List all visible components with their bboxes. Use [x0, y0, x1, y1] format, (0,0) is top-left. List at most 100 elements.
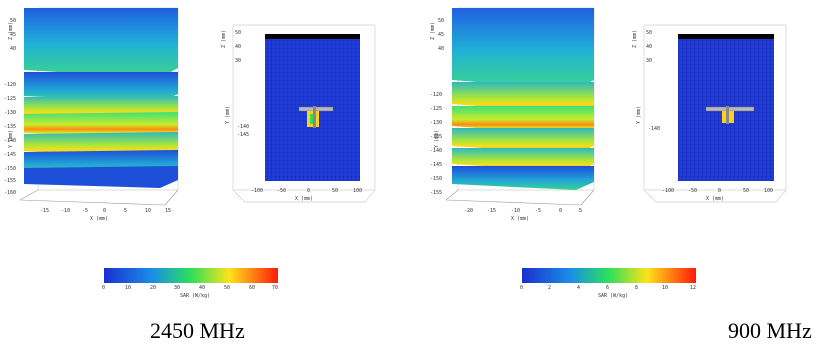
y-axis-ticks: 50 45 40 -120 -125 -130 -135 -140 -145 -…: [4, 18, 16, 196]
svg-text:-15: -15: [40, 208, 49, 214]
y-axis-label: Y (mm): [8, 130, 14, 148]
svg-text:-125: -125: [4, 96, 16, 102]
sar-slab-6: [452, 166, 594, 190]
svg-text:-145: -145: [4, 152, 16, 158]
svg-text:-140: -140: [4, 138, 16, 144]
svg-text:30: 30: [235, 58, 241, 64]
colorbar-tick: 30: [174, 285, 181, 291]
svg-text:-50: -50: [277, 188, 286, 194]
colorbar-tick: 2: [548, 285, 552, 291]
panel-900mhz: 50 45 40 -120 -125 -130 -135 -140 -145 -…: [416, 0, 832, 346]
svg-text:-135: -135: [430, 134, 442, 140]
svg-text:100: 100: [764, 188, 773, 194]
svg-text:50: 50: [743, 188, 749, 194]
colorbar-tick: 60: [249, 285, 256, 291]
svg-text:-160: -160: [4, 190, 16, 196]
panel-2450mhz: 50 45 40 -120 -125 -130 -135 -140 -145 -…: [4, 7, 376, 343]
frequency-caption: 2450 MHz: [150, 318, 245, 343]
frequency-caption: 900 MHz: [728, 318, 812, 343]
svg-text:-10: -10: [61, 208, 70, 214]
svg-text:45: 45: [438, 32, 444, 38]
svg-text:40: 40: [438, 46, 444, 52]
colorbar-tick: 0: [520, 285, 524, 291]
svg-text:-125: -125: [430, 106, 442, 112]
colorbar: [522, 268, 696, 286]
z-axis-label: Z (mm): [8, 22, 14, 40]
svg-text:5: 5: [124, 208, 127, 214]
sar-layers-3d-plot: 50 45 40 -120 -125 -130 -135 -140 -145 -…: [4, 7, 179, 222]
svg-text:-130: -130: [4, 110, 16, 116]
svg-text:-10: -10: [511, 208, 520, 214]
svg-text:-155: -155: [430, 190, 442, 196]
svg-text:50: 50: [332, 188, 338, 194]
svg-text:-15: -15: [487, 208, 496, 214]
box-z-axis-label: Z (mm): [632, 30, 638, 48]
colorbar-tick: 70: [272, 285, 279, 291]
svg-text:-50: -50: [688, 188, 697, 194]
svg-text:40: 40: [646, 44, 652, 50]
box-x-axis-label: X (mm): [706, 196, 724, 202]
svg-text:0: 0: [307, 188, 310, 194]
svg-text:-140: -140: [237, 124, 249, 130]
svg-text:-145: -145: [237, 132, 249, 138]
svg-text:0: 0: [103, 208, 106, 214]
svg-text:-135: -135: [4, 124, 16, 130]
svg-text:40: 40: [10, 46, 16, 52]
svg-text:30: 30: [646, 58, 652, 64]
sar-layers-3d-plot: 50 45 40 -120 -125 -130 -135 -140 -145 -…: [430, 7, 595, 222]
svg-text:50: 50: [646, 30, 652, 36]
box-y-axis-label: Y (mm): [225, 106, 231, 124]
phantom-box-3d-plot: 50 40 30 Z (mm) -140 Y (mm) -100 -50 0 5…: [632, 24, 787, 203]
colorbar-tick: 4: [577, 285, 581, 291]
svg-text:50: 50: [235, 30, 241, 36]
x-axis-label: X (mm): [511, 216, 529, 222]
box-z-axis-label: Z (mm): [221, 30, 227, 48]
svg-text:10: 10: [145, 208, 151, 214]
y-axis-label: Y (mm): [434, 130, 440, 148]
svg-text:-145: -145: [430, 162, 442, 168]
svg-text:-120: -120: [430, 92, 442, 98]
svg-text:-20: -20: [464, 208, 473, 214]
svg-text:-100: -100: [251, 188, 263, 194]
box-y-axis-label: Y (mm): [636, 106, 642, 124]
colorbar-tick: 50: [224, 285, 231, 291]
colorbar-label: SAR (W/kg): [598, 293, 629, 299]
svg-text:5: 5: [579, 208, 582, 214]
svg-text:100: 100: [353, 188, 362, 194]
svg-text:15: 15: [165, 208, 171, 214]
sar-slab-7: [24, 166, 178, 188]
svg-text:-100: -100: [662, 188, 674, 194]
svg-text:-150: -150: [430, 176, 442, 182]
antenna-element: [705, 106, 755, 112]
svg-text:-140: -140: [648, 126, 660, 132]
sar-slab-1: [452, 8, 594, 90]
svg-text:-5: -5: [535, 208, 541, 214]
svg-text:50: 50: [10, 18, 16, 24]
colorbar-tick: 6: [606, 285, 610, 291]
colorbar-tick: 40: [199, 285, 206, 291]
colorbar-tick: 20: [150, 285, 157, 291]
svg-text:45: 45: [10, 32, 16, 38]
sar-slab-4: [452, 128, 594, 154]
sar-slab-1: [24, 8, 178, 78]
svg-text:-150: -150: [4, 166, 16, 172]
z-axis-label: Z (mm): [430, 22, 436, 40]
colorbar-tick: 8: [635, 285, 639, 291]
colorbar-tick: 10: [125, 285, 132, 291]
svg-text:-155: -155: [4, 178, 16, 184]
colorbar-tick: 0: [102, 285, 106, 291]
svg-text:40: 40: [235, 44, 241, 50]
sar-slab-2: [24, 72, 178, 102]
colorbar-tick: 10: [662, 285, 669, 291]
svg-text:-140: -140: [430, 148, 442, 154]
svg-text:-5: -5: [82, 208, 88, 214]
colorbar-label: SAR (W/kg): [180, 293, 211, 299]
svg-text:0: 0: [718, 188, 721, 194]
svg-text:-120: -120: [4, 82, 16, 88]
svg-text:-130: -130: [430, 120, 442, 126]
box-x-axis-label: X (mm): [295, 196, 313, 202]
phantom-box-3d-plot: 50 40 30 Z (mm) -140 -145 Y (mm) -100 -5…: [221, 24, 376, 203]
svg-text:50: 50: [438, 18, 444, 24]
svg-text:0: 0: [559, 208, 562, 214]
x-axis-label: X (mm): [90, 216, 108, 222]
